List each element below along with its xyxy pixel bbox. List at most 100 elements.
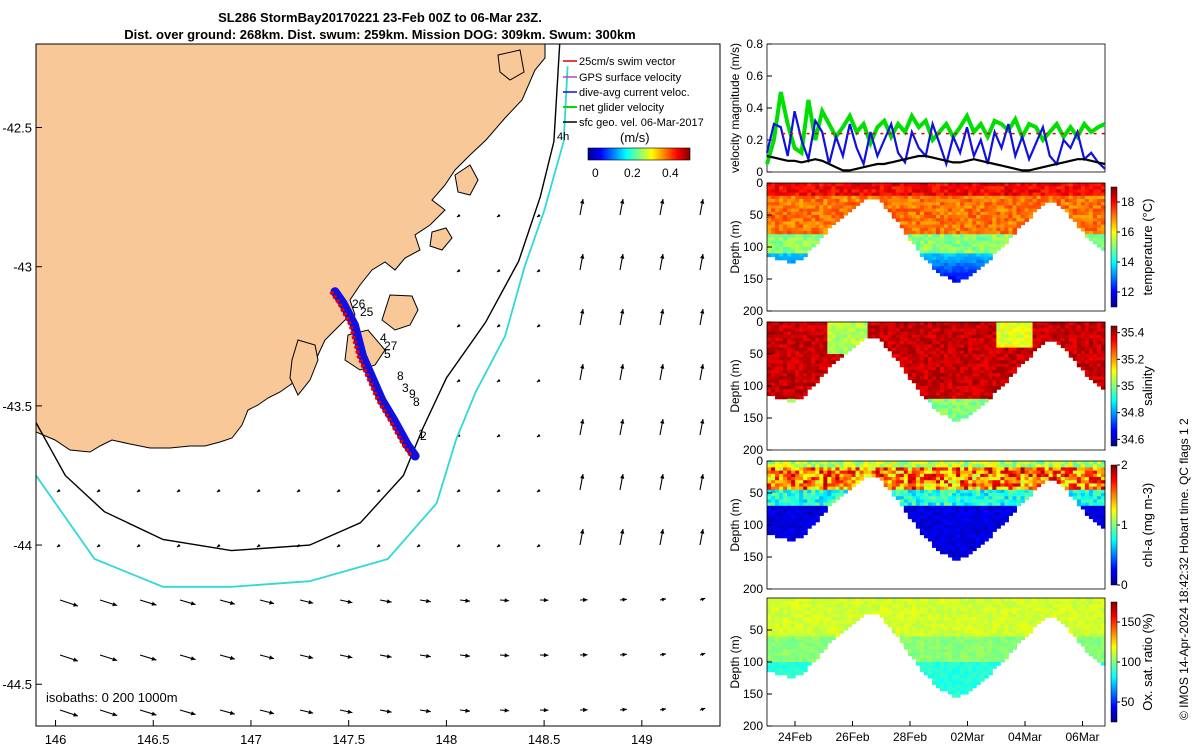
heat-cell xyxy=(895,496,901,500)
heat-cell xyxy=(895,331,901,336)
heat-cell xyxy=(907,338,913,342)
heat-cell xyxy=(927,234,933,238)
heat-cell xyxy=(976,544,981,548)
heat-cell xyxy=(787,626,792,631)
heat-cell xyxy=(984,473,989,478)
heat-cell xyxy=(1068,477,1074,481)
heat-cell xyxy=(1056,322,1062,326)
heat-cell xyxy=(1088,189,1094,194)
heat-cell xyxy=(1080,461,1086,465)
heat-cell xyxy=(847,186,852,190)
heat-cell xyxy=(915,461,921,465)
heat-cell xyxy=(952,528,957,532)
heat-cell xyxy=(956,470,961,475)
heat-cell xyxy=(903,473,909,478)
heat-cell xyxy=(1088,218,1094,222)
heat-cell xyxy=(992,322,997,326)
heat-cell xyxy=(819,215,824,219)
heat-cell xyxy=(771,347,776,352)
heat-cell xyxy=(940,199,945,203)
heat-cell xyxy=(811,195,816,200)
heat-cell xyxy=(1004,360,1009,365)
heat-cell xyxy=(1048,199,1054,203)
heat-cell xyxy=(839,483,844,488)
heat-cell xyxy=(972,521,977,526)
heat-cell xyxy=(1000,382,1005,387)
heat-cell xyxy=(984,208,989,213)
heat-cell xyxy=(807,496,812,500)
heat-cell xyxy=(948,221,953,226)
heat-cell xyxy=(779,512,784,516)
heat-cell xyxy=(819,227,824,232)
heat-cell xyxy=(767,617,772,621)
heat-cell xyxy=(980,247,985,251)
heat-cell xyxy=(944,211,949,216)
heat-cell xyxy=(771,668,776,673)
heat-cell xyxy=(988,528,993,532)
heat-cell xyxy=(972,322,977,326)
heat-cell xyxy=(815,512,820,516)
heat-cell xyxy=(847,477,852,481)
heat-cell xyxy=(883,334,889,339)
heat-cell xyxy=(775,470,780,475)
vector-arrowhead xyxy=(620,309,625,314)
heat-cell xyxy=(992,470,997,475)
heat-cell xyxy=(988,202,993,206)
heat-cell xyxy=(887,325,893,329)
heat-cell xyxy=(1100,518,1106,523)
heat-cell xyxy=(803,338,808,342)
heat-cell xyxy=(1084,221,1090,226)
heat-cell xyxy=(783,630,788,634)
heat-cell xyxy=(815,234,820,238)
heat-cell xyxy=(919,470,925,475)
heat-cell xyxy=(940,341,945,345)
heat-cell xyxy=(1008,505,1013,510)
heat-cell xyxy=(767,363,772,368)
heat-cell xyxy=(968,338,973,342)
heat-cell xyxy=(948,470,953,475)
heat-cell xyxy=(795,601,800,605)
heat-cell xyxy=(803,183,808,187)
colorbar xyxy=(1110,464,1118,586)
heat-cell xyxy=(775,370,780,374)
heat-cell xyxy=(956,411,961,416)
heat-cell xyxy=(988,392,993,397)
heat-cell xyxy=(976,528,981,532)
heat-cell xyxy=(960,379,965,384)
heat-cell xyxy=(944,240,949,245)
heat-cell xyxy=(807,489,812,494)
heat-cell xyxy=(799,642,804,647)
heat-cell xyxy=(923,338,929,342)
heat-cell xyxy=(779,470,784,475)
heat-cell xyxy=(791,253,796,258)
heat-cell xyxy=(779,486,784,491)
heat-cell xyxy=(956,502,961,507)
heat-cell xyxy=(960,531,965,536)
heat-cell xyxy=(903,211,909,216)
heat-cell xyxy=(787,395,792,400)
heat-cell xyxy=(911,328,917,333)
heat-cell xyxy=(944,521,949,526)
heat-cell xyxy=(791,655,796,660)
vector-arrowhead xyxy=(347,654,353,659)
heat-cell xyxy=(767,607,772,612)
heat-cell xyxy=(956,493,961,497)
heat-cell xyxy=(948,183,953,187)
heat-cell xyxy=(952,512,957,516)
heat-cell xyxy=(931,402,937,406)
heat-cell xyxy=(952,227,957,232)
heat-cell xyxy=(787,366,792,371)
heat-cell xyxy=(791,395,796,400)
heat-cell xyxy=(1000,338,1005,342)
heat-cell xyxy=(940,328,945,333)
heat-cell xyxy=(783,234,788,238)
heat-cell xyxy=(984,224,989,229)
heat-cell xyxy=(1000,328,1005,333)
heat-cell xyxy=(980,195,985,200)
heat-cell xyxy=(956,322,961,326)
heat-cell xyxy=(835,467,840,472)
heat-cell xyxy=(936,392,941,397)
heat-cell xyxy=(1088,464,1094,468)
vector-arrowhead xyxy=(337,489,341,492)
heat-cell xyxy=(915,338,921,342)
